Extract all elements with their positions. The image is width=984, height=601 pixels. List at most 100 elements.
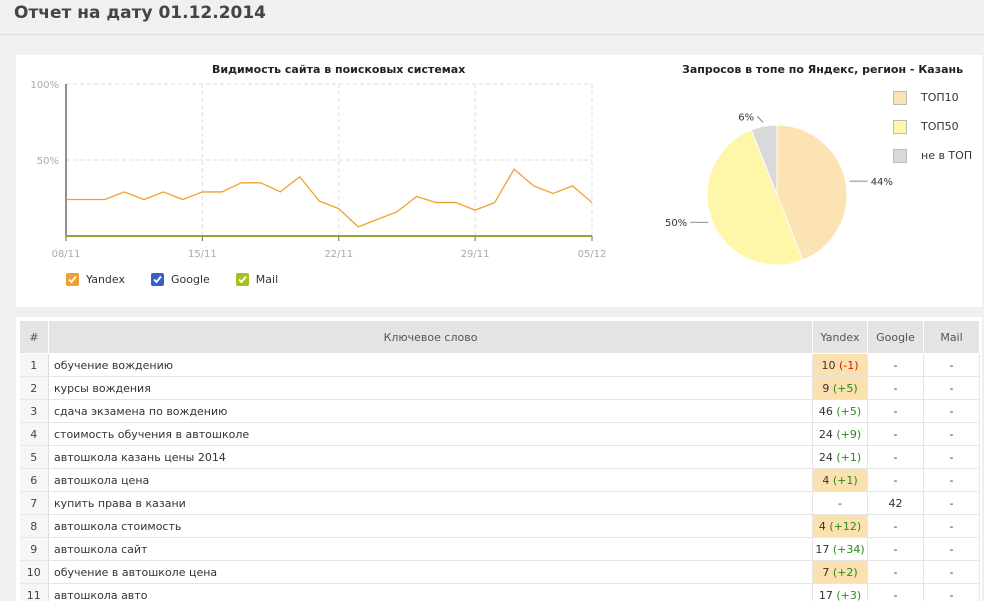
mail-position-cell: - [923, 353, 980, 377]
table-row: 2 курсы вождения 9 (+5) - - [19, 376, 980, 400]
yandex-position-cell: 9 (+5) [812, 376, 868, 400]
pie-slice-0 [776, 124, 848, 261]
keyword-text: купить права в казани [54, 496, 186, 510]
keyword-cell: автошкола стоимость [48, 514, 813, 538]
row-number-text: 5 [30, 450, 38, 464]
keywords-panel: # Ключевое слово Yandex Google Mail 1 обу… [16, 317, 982, 601]
yandex-position: 24 [818, 427, 833, 441]
mail-position: - [949, 496, 954, 510]
yandex-position: 17 [815, 542, 830, 556]
keyword-cell: обучение вождению [48, 353, 813, 377]
col-header-mail[interactable]: Mail [923, 320, 980, 354]
keyword-text: обучение вождению [54, 358, 173, 372]
row-number-text: 1 [30, 358, 38, 372]
pie-legend-item: ТОП50 [893, 112, 972, 141]
yandex-position-change: (+12) [829, 519, 862, 533]
yandex-position-cell: 24 (+1) [812, 445, 868, 469]
row-number: 4 [19, 422, 49, 446]
google-position: - [893, 404, 898, 418]
y-tick-label: 50% [37, 156, 59, 167]
row-number-text: 9 [30, 542, 38, 556]
mail-position-cell: - [923, 399, 980, 423]
yandex-position-change: (+9) [836, 427, 862, 441]
row-number: 11 [19, 583, 49, 601]
pie-legend: ТОП10 ТОП50 не в ТОП [893, 83, 972, 170]
row-number: 8 [19, 514, 49, 538]
keywords-table: # Ключевое слово Yandex Google Mail 1 обу… [19, 320, 980, 601]
visibility-chart-title: Видимость сайта в поисковых системах [212, 63, 466, 76]
yandex-position-cell: 17 (+34) [812, 537, 868, 561]
yandex-position: 4 [818, 519, 826, 533]
checkbox-icon[interactable] [150, 273, 164, 286]
legend-item-google[interactable]: Google [150, 273, 210, 286]
checkbox-icon[interactable] [66, 273, 79, 286]
yandex-position: 9 [822, 381, 830, 395]
mail-position-cell: - [923, 468, 980, 492]
x-tick-label: 29/11 [461, 249, 490, 260]
keyword-text: автошкола цена [54, 473, 150, 487]
table-row: 3 сдача экзамена по вождению 46 (+5) - - [19, 399, 980, 423]
table-row: 7 купить права в казани - 42 - [19, 491, 980, 515]
yandex-position-cell: 4 (+1) [812, 468, 868, 492]
col-header-number[interactable]: # [19, 320, 49, 354]
col-header-keyword[interactable]: Ключевое слово [48, 320, 813, 354]
yandex-position-change: (+5) [836, 404, 862, 418]
mail-position-cell: - [923, 445, 980, 469]
keyword-text: курсы вождения [54, 381, 151, 395]
keyword-text: обучение в автошколе цена [54, 565, 218, 579]
mail-position-cell: - [923, 537, 980, 561]
row-number: 3 [19, 399, 49, 423]
row-number-text: 8 [30, 519, 38, 533]
keyword-cell: стоимость обучения в автошколе [48, 422, 813, 446]
keyword-cell: автошкола цена [48, 468, 813, 492]
row-number-text: 2 [30, 381, 38, 395]
legend-item-yandex[interactable]: Yandex [66, 273, 125, 286]
table-row: 5 автошкола казань цены 2014 24 (+1) - - [19, 445, 980, 469]
pie-slice-1 [706, 129, 804, 266]
table-row: 4 стоимость обучения в автошколе 24 (+9) - - [19, 422, 980, 446]
col-header-yandex[interactable]: Yandex [812, 320, 868, 354]
mail-position-cell: - [923, 560, 980, 584]
google-position: - [893, 450, 898, 464]
google-position-cell: - [867, 583, 924, 601]
charts-panel: Видимость сайта в поисковых системах 100… [16, 55, 982, 307]
table-row: 11 автошкола авто 17 (+3) - - [19, 583, 980, 601]
yandex-position-change: (+5) [832, 381, 858, 395]
yandex-position-change: (+2) [832, 565, 858, 579]
checkbox-icon[interactable] [235, 273, 249, 286]
mail-position-cell: - [923, 376, 980, 400]
row-number-text: 10 [26, 565, 41, 579]
pie-legend-item: не в ТОП [893, 141, 972, 170]
pie-legend-label: ТОП10 [921, 91, 959, 104]
yandex-position: 10 [821, 358, 836, 372]
col-header-google[interactable]: Google [867, 320, 924, 354]
google-position: - [893, 473, 898, 487]
mail-position: - [949, 473, 954, 487]
mail-position: - [949, 358, 954, 372]
legend-swatch [893, 148, 907, 163]
series-line-yandex [66, 168, 593, 228]
google-position-cell: - [867, 376, 924, 400]
mail-position: - [949, 427, 954, 441]
mail-position-cell: - [923, 422, 980, 446]
google-position-cell: 42 [867, 491, 924, 515]
table-header-row: # Ключевое слово Yandex Google Mail [19, 320, 980, 354]
pie-legend-label: не в ТОП [921, 149, 973, 162]
google-position-cell: - [867, 399, 924, 423]
visibility-legend: Yandex Google Mail [66, 273, 304, 286]
table-row: 6 автошкола цена 4 (+1) - - [19, 468, 980, 492]
google-position: - [893, 565, 898, 579]
google-position: - [893, 427, 898, 441]
legend-item-mail[interactable]: Mail [235, 273, 278, 286]
yandex-position: 7 [822, 565, 830, 579]
yandex-position-change: (+3) [836, 588, 862, 601]
yandex-position-change: (+1) [836, 450, 862, 464]
pie-slice-2 [750, 124, 778, 196]
row-number: 6 [19, 468, 49, 492]
google-position: - [893, 588, 898, 601]
keyword-cell: автошкола сайт [48, 537, 813, 561]
keyword-cell: автошкола казань цены 2014 [48, 445, 813, 469]
table-row: 10 обучение в автошколе цена 7 (+2) - - [19, 560, 980, 584]
mail-position: - [949, 588, 954, 601]
yandex-position: 24 [818, 450, 833, 464]
